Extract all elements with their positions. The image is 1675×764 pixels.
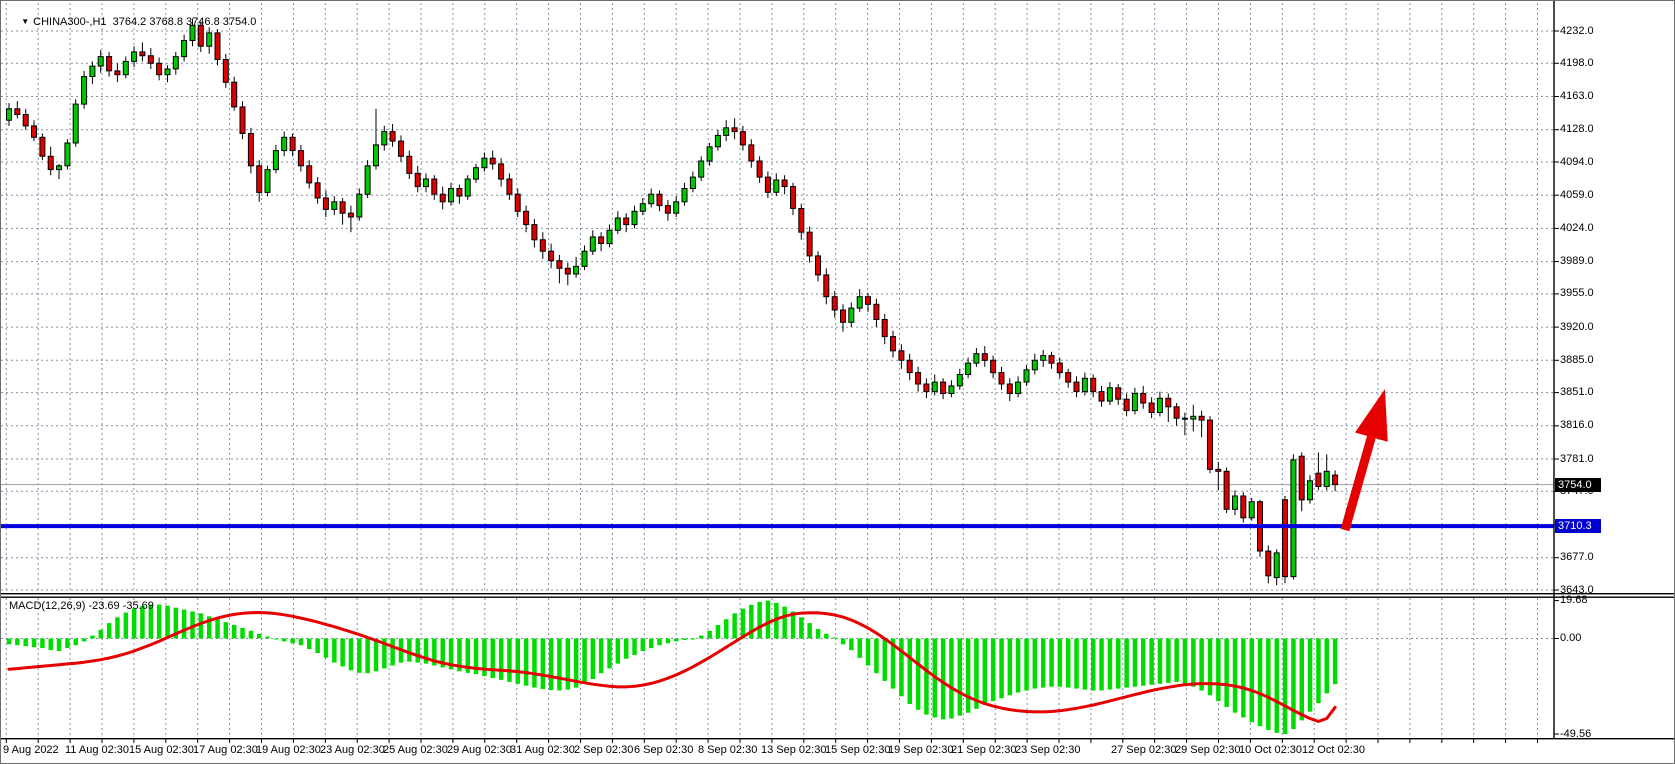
price-axis-label: 3816.0 (1560, 419, 1594, 432)
triangle-down-icon[interactable]: ▼ (21, 17, 30, 26)
price-axis-label: 3989.0 (1560, 255, 1594, 268)
time-axis-label: 10 Oct 02:30 (1239, 744, 1302, 756)
time-axis-label: 29 Sep 02:30 (1175, 744, 1241, 756)
price-axis-label: 4163.0 (1560, 90, 1594, 102)
time-axis-label: 11 Aug 02:30 (65, 744, 130, 756)
price-axis-label: 4198.0 (1560, 56, 1594, 69)
trend-arrow-annotation[interactable] (1340, 389, 1388, 532)
time-axis-label: 19 Aug 02:30 (256, 744, 321, 756)
time-axis-label: 8 Sep 02:30 (698, 744, 758, 756)
time-axis-label: 23 Aug 02:30 (320, 744, 385, 756)
time-axis-label: 15 Sep 02:30 (825, 744, 891, 756)
macd-histogram (6, 600, 1338, 734)
price-axis-label: 3920.0 (1560, 320, 1594, 333)
macd-axis-label: 19.68 (1560, 594, 1588, 607)
time-axis-label: 21 Sep 02:30 (951, 744, 1017, 756)
price-axis-label: 4024.0 (1560, 221, 1594, 234)
price-axis-label: 3851.0 (1560, 386, 1594, 399)
time-axis-label: 31 Aug 02:30 (510, 744, 575, 756)
candles-layer (6, 18, 1339, 586)
price-axis-label: 4059.0 (1560, 188, 1594, 201)
price-axis-label: 4232.0 (1560, 24, 1594, 37)
time-axis-label: 6 Sep 02:30 (634, 744, 694, 756)
time-axis-label: 9 Aug 2022 (3, 744, 59, 756)
price-axis-label: 3677.0 (1560, 551, 1594, 564)
hline-price-badge: 3710.3 (1555, 519, 1601, 534)
price-axis-label: 4128.0 (1560, 123, 1594, 136)
current-price-badge: 3754.0 (1555, 477, 1601, 492)
macd-axis-label: 0.00 (1560, 632, 1582, 644)
time-axis-label: 19 Sep 02:30 (888, 744, 954, 756)
time-axis-label: 25 Aug 02:30 (383, 744, 448, 756)
price-axis-label: 3643.0 (1560, 583, 1594, 596)
macd-indicator-label: MACD(12,26,9) -23.69 -35.69 (9, 600, 154, 612)
price-axis-label: 4094.0 (1560, 155, 1594, 168)
macd-signal-line (7, 611, 1337, 723)
price-axis-label: 3781.0 (1560, 452, 1594, 465)
price-axis-label: 3885.0 (1560, 353, 1594, 366)
time-axis-label: 2 Sep 02:30 (574, 744, 634, 756)
time-axis-label: 29 Aug 02:30 (447, 744, 512, 756)
chart-title: ▼ CHINA300-,H1 3764.2 3768.8 3746.8 3754.… (9, 4, 256, 40)
time-axis-label: 27 Sep 02:30 (1111, 744, 1177, 756)
time-axis-label: 17 Aug 02:30 (193, 744, 258, 756)
ohlc-values-label: 3764.2 3768.8 3746.8 3754.0 (112, 16, 257, 28)
symbol-period-label: CHINA300-,H1 (33, 16, 107, 28)
time-axis-label: 23 Sep 02:30 (1015, 744, 1081, 756)
time-axis-label: 13 Sep 02:30 (761, 744, 827, 756)
price-axis-label: 3955.0 (1560, 287, 1594, 300)
time-axis-label: 15 Aug 02:30 (129, 744, 194, 756)
macd-axis-label: -49.56 (1560, 727, 1592, 740)
time-axis-label: 12 Oct 02:30 (1302, 744, 1365, 756)
